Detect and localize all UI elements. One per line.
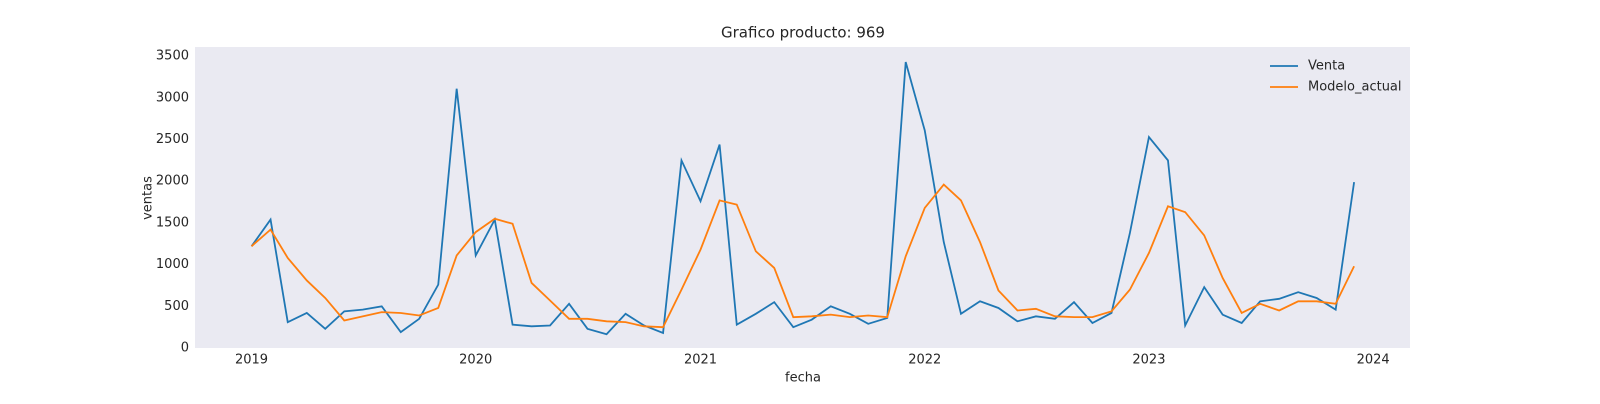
y-tick-label: 0 [181,341,189,356]
y-tick-label: 3000 [156,90,189,105]
chart-title: Grafico producto: 969 [721,24,885,42]
x-tick-label: 2022 [908,353,941,368]
series-line [250,183,1355,329]
y-tick-label: 2500 [156,132,189,147]
y-tick-label: 1500 [156,215,189,230]
plot-area [195,47,1410,348]
legend-label: Venta [1308,59,1345,74]
y-tick-label: 1000 [156,257,189,272]
x-tick-label: 2019 [235,353,268,368]
series-line [250,61,1355,336]
x-tick-label: 2023 [1132,353,1165,368]
x-tick-label: 2020 [459,353,492,368]
y-axis-label: ventas [141,176,156,220]
y-tick-label: 2000 [156,174,189,189]
x-tick-label: 2021 [684,353,717,368]
legend-label: Modelo_actual [1308,80,1402,95]
y-tick-label: 500 [164,299,189,314]
x-tick-label: 2024 [1357,353,1390,368]
x-axis-label: fecha [785,371,821,386]
y-tick-label: 3500 [156,49,189,64]
